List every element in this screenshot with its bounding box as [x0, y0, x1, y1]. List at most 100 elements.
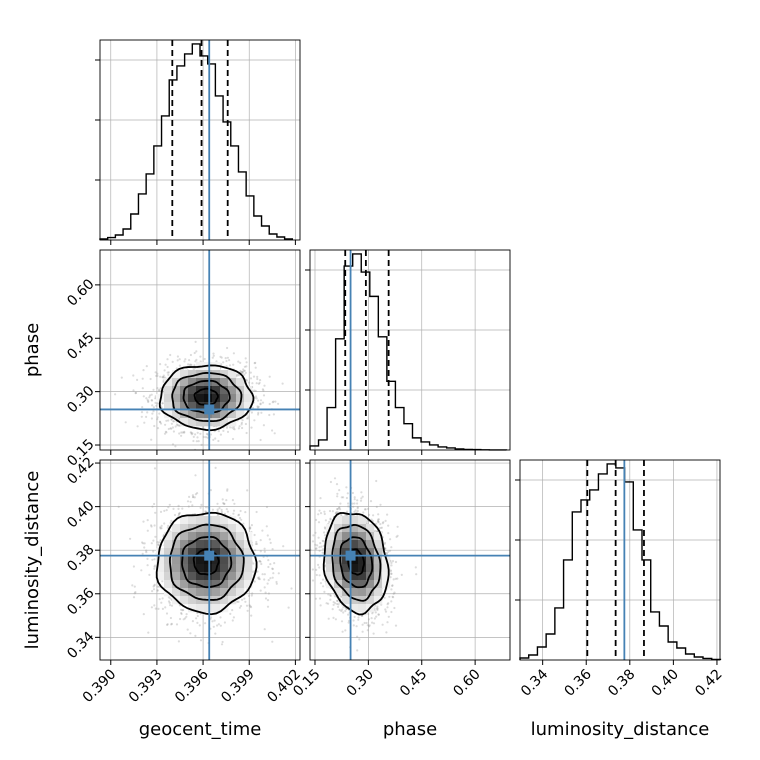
density-geocent_time-vs-phase-sample-point — [259, 403, 262, 406]
density-geocent_time-vs-luminosity_distance-sample-point — [154, 535, 157, 538]
density-geocent_time-vs-luminosity_distance-sample-point — [255, 510, 258, 514]
density-geocent_time-vs-luminosity_distance-plot-area — [100, 460, 300, 660]
density-geocent_time-vs-phase-sample-point — [212, 354, 215, 357]
density-geocent_time-vs-phase-sample-point — [190, 363, 193, 367]
density-geocent_time-vs-phase-density-cell — [188, 418, 197, 427]
density-geocent_time-vs-luminosity_distance-sample-point — [168, 503, 171, 506]
density-geocent_time-vs-phase-sample-point — [164, 423, 167, 426]
density-geocent_time-vs-phase-density-cell — [220, 394, 229, 403]
density-geocent_time-vs-luminosity_distance-sample-point — [146, 564, 149, 567]
density-geocent_time-vs-phase-sample-point — [259, 438, 262, 442]
density-geocent_time-vs-phase-sample-point — [192, 439, 195, 443]
density-geocent_time-vs-phase-sample-point — [191, 432, 194, 435]
density-geocent_time-vs-phase-sample-point — [247, 381, 251, 384]
density-geocent_time-vs-phase-sample-point — [250, 426, 253, 429]
density-geocent_time-vs-luminosity_distance-sample-point — [198, 624, 201, 627]
density-geocent_time-vs-phase-sample-point — [256, 406, 259, 409]
density-geocent_time-vs-luminosity_distance-density-cell — [172, 556, 181, 565]
density-phase-vs-luminosity_distance-sample-point — [390, 546, 393, 549]
density-geocent_time-vs-phase-sample-point — [226, 346, 229, 350]
density-geocent_time-vs-phase-sample-point — [262, 389, 265, 392]
density-geocent_time-vs-phase-sample-point — [178, 432, 181, 435]
density-geocent_time-vs-luminosity_distance-sample-point — [255, 542, 258, 546]
density-geocent_time-vs-phase-sample-point — [199, 355, 202, 358]
density-geocent_time-vs-luminosity_distance-density-cell — [196, 604, 205, 613]
density-geocent_time-vs-phase-density-cell — [220, 410, 229, 419]
density-geocent_time-vs-phase-density-cell — [228, 410, 237, 419]
density-geocent_time-vs-luminosity_distance-sample-point — [252, 562, 255, 565]
density-phase-vs-luminosity_distance-sample-point — [332, 601, 335, 604]
density-geocent_time-vs-luminosity_distance-sample-point — [229, 612, 232, 616]
density-geocent_time-vs-phase-density-cell — [188, 394, 197, 403]
density-geocent_time-vs-luminosity_distance-sample-point — [251, 592, 254, 595]
density-phase-vs-luminosity_distance-sample-point — [370, 518, 373, 521]
density-geocent_time-vs-phase-sample-point — [255, 397, 258, 400]
density-phase-vs-luminosity_distance-sample-point — [321, 539, 324, 542]
density-geocent_time-vs-luminosity_distance-sample-point — [152, 588, 156, 591]
density-geocent_time-vs-phase-sample-point — [281, 382, 284, 385]
density-geocent_time-vs-phase-sample-point — [189, 363, 192, 366]
density-phase-vs-luminosity_distance-sample-point — [323, 531, 326, 534]
density-geocent_time-vs-phase-sample-point — [237, 374, 240, 377]
x-tick-label-geocent_time-0: 0.390 — [80, 666, 120, 706]
density-geocent_time-vs-luminosity_distance-sample-point — [211, 508, 214, 511]
density-geocent_time-vs-phase-sample-point — [242, 369, 246, 372]
density-geocent_time-vs-phase-sample-point — [238, 425, 241, 428]
density-phase-vs-luminosity_distance-sample-point — [352, 505, 355, 508]
density-geocent_time-vs-luminosity_distance-sample-point — [249, 527, 252, 530]
density-geocent_time-vs-phase-sample-point — [254, 389, 257, 392]
density-geocent_time-vs-luminosity_distance-sample-point — [246, 609, 249, 612]
x-tick-label-geocent_time-3: 0.399 — [218, 666, 258, 706]
density-geocent_time-vs-luminosity_distance-sample-point — [154, 511, 157, 514]
density-phase-vs-luminosity_distance-sample-point — [336, 599, 339, 602]
density-geocent_time-vs-luminosity_distance-sample-point — [258, 578, 261, 581]
density-geocent_time-vs-phase-density-cell — [172, 378, 181, 387]
density-geocent_time-vs-phase-sample-point — [132, 389, 135, 392]
density-geocent_time-vs-luminosity_distance-sample-point — [156, 589, 159, 592]
density-geocent_time-vs-phase-sample-point — [196, 436, 199, 439]
density-phase-vs-luminosity_distance-sample-point — [361, 623, 364, 626]
density-geocent_time-vs-phase-density-cell — [212, 410, 221, 419]
density-geocent_time-vs-luminosity_distance-density-cell — [204, 572, 213, 581]
density-geocent_time-vs-phase-sample-point — [150, 438, 153, 441]
density-phase-vs-luminosity_distance-sample-point — [338, 507, 341, 510]
density-geocent_time-vs-phase-sample-point — [170, 418, 173, 421]
density-phase-vs-luminosity_distance-sample-point — [392, 592, 395, 595]
density-geocent_time-vs-luminosity_distance-density-cell — [172, 580, 181, 589]
density-geocent_time-vs-phase-sample-point — [166, 371, 169, 374]
density-geocent_time-vs-luminosity_distance-sample-point — [232, 616, 235, 619]
density-geocent_time-vs-luminosity_distance-sample-point — [210, 616, 213, 619]
density-geocent_time-vs-luminosity_distance-density-cell — [244, 548, 253, 557]
density-phase-vs-luminosity_distance-sample-point — [356, 649, 359, 652]
density-geocent_time-vs-luminosity_distance-sample-point — [175, 623, 179, 626]
density-geocent_time-vs-phase-sample-point — [171, 443, 175, 446]
density-geocent_time-vs-phase-sample-point — [165, 419, 168, 422]
density-phase-vs-luminosity_distance-sample-point — [327, 617, 330, 620]
density-geocent_time-vs-phase-sample-point — [148, 394, 152, 397]
density-phase-vs-luminosity_distance-sample-point — [323, 512, 326, 516]
density-geocent_time-vs-phase-contour-3 — [158, 364, 255, 432]
density-geocent_time-vs-phase-sample-point — [196, 431, 199, 434]
density-geocent_time-vs-luminosity_distance-sample-point — [143, 542, 146, 545]
density-geocent_time-vs-phase-sample-point — [134, 392, 137, 395]
density-geocent_time-vs-phase-sample-point — [226, 430, 230, 433]
density-phase-vs-luminosity_distance-sample-point — [368, 624, 371, 627]
density-geocent_time-vs-phase-sample-point — [143, 421, 146, 424]
density-geocent_time-vs-phase-sample-point — [245, 361, 248, 364]
density-geocent_time-vs-phase-sample-point — [203, 357, 206, 361]
density-geocent_time-vs-luminosity_distance-sample-point — [169, 616, 172, 620]
density-geocent_time-vs-phase-sample-point — [154, 397, 157, 400]
density-geocent_time-vs-phase-sample-point — [155, 404, 158, 407]
density-geocent_time-vs-phase-density-cell — [212, 394, 221, 403]
density-geocent_time-vs-phase-sample-point — [243, 373, 246, 376]
density-geocent_time-vs-luminosity_distance-density-cell — [212, 572, 221, 581]
density-geocent_time-vs-luminosity_distance-sample-point — [163, 509, 166, 512]
density-geocent_time-vs-luminosity_distance-density-cell — [156, 556, 165, 565]
density-geocent_time-vs-phase-density-cell — [164, 394, 173, 403]
density-geocent_time-vs-phase-sample-point — [240, 371, 243, 374]
density-geocent_time-vs-luminosity_distance-density-cell — [220, 580, 229, 589]
density-geocent_time-vs-luminosity_distance-sample-point — [214, 632, 217, 635]
density-phase-vs-luminosity_distance-sample-point — [372, 632, 375, 635]
density-geocent_time-vs-phase-sample-point — [232, 425, 236, 428]
density-geocent_time-vs-phase-sample-point — [162, 376, 165, 379]
